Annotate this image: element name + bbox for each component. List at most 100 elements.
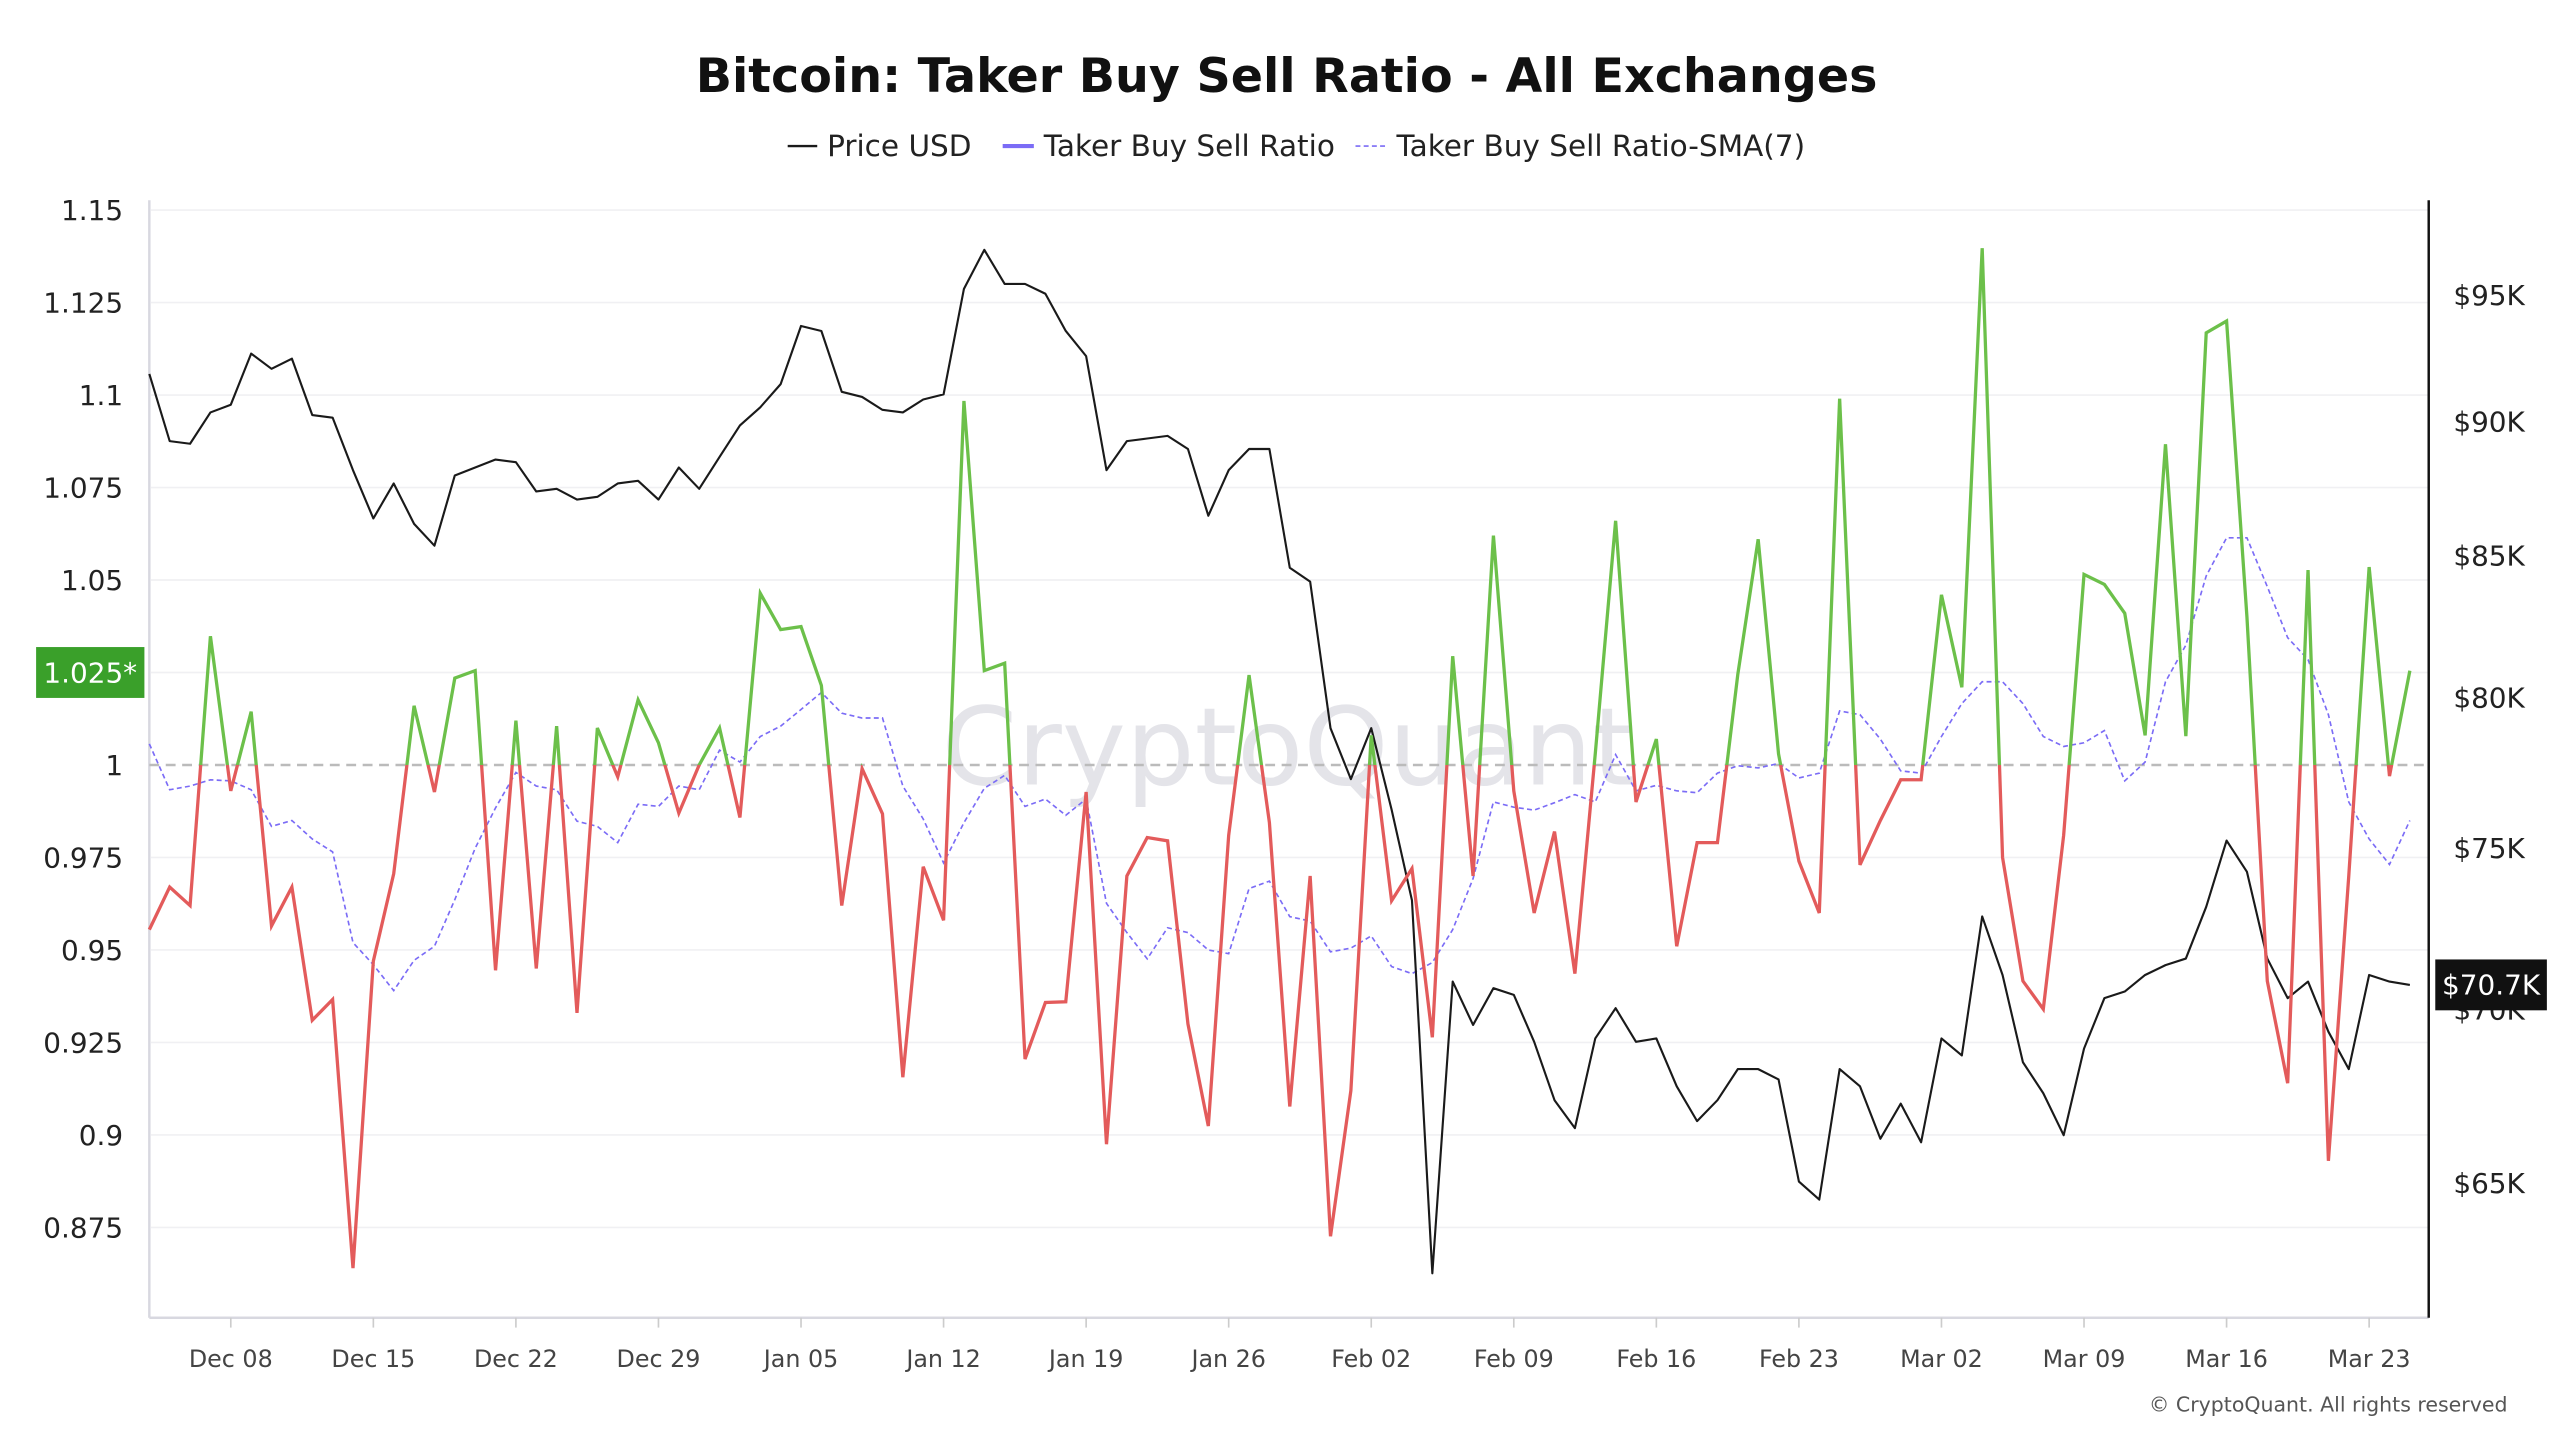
data-point-price[interactable]	[796, 321, 806, 331]
data-point-sma7[interactable]	[1814, 768, 1824, 778]
data-point-price[interactable]	[1977, 911, 1987, 921]
data-point-sma7[interactable]	[1040, 794, 1050, 804]
data-point-ratio[interactable]	[2079, 570, 2089, 580]
data-point-price[interactable]	[1957, 1051, 1967, 1061]
data-point-sma7[interactable]	[939, 858, 949, 868]
data-point-ratio[interactable]	[1937, 590, 1947, 600]
data-point-sma7[interactable]	[1122, 928, 1132, 938]
data-point-price[interactable]	[1631, 1037, 1641, 1047]
data-point-price[interactable]	[2262, 954, 2272, 964]
data-point-sma7[interactable]	[674, 781, 684, 791]
data-point-ratio[interactable]	[1061, 997, 1071, 1007]
data-point-price[interactable]	[1651, 1034, 1661, 1044]
data-point-price[interactable]	[1998, 970, 2008, 980]
data-point-sma7[interactable]	[1733, 761, 1743, 771]
data-point-sma7[interactable]	[1163, 923, 1173, 933]
legend-item-sma[interactable]: Taker Buy Sell Ratio-SMA(7)	[1355, 129, 1805, 163]
data-point-ratio[interactable]	[1203, 1121, 1213, 1131]
data-point-sma7[interactable]	[226, 776, 236, 786]
data-point-sma7[interactable]	[715, 745, 725, 755]
data-point-ratio[interactable]	[1896, 775, 1906, 785]
data-point-sma7[interactable]	[1611, 750, 1621, 760]
data-point-ratio[interactable]	[267, 921, 277, 931]
data-point-ratio[interactable]	[2344, 871, 2354, 881]
data-point-ratio[interactable]	[2364, 562, 2374, 572]
data-point-price[interactable]	[2385, 977, 2395, 987]
data-point-ratio[interactable]	[2099, 580, 2109, 590]
data-point-sma7[interactable]	[1000, 770, 1010, 780]
data-point-ratio[interactable]	[1102, 1139, 1112, 1149]
legend-item-price[interactable]: Price USD	[787, 129, 972, 163]
data-point-sma7[interactable]	[1468, 874, 1478, 884]
data-point-sma7[interactable]	[2161, 677, 2171, 687]
data-point-ratio[interactable]	[1753, 534, 1763, 544]
data-point-sma7[interactable]	[2201, 571, 2211, 581]
data-point-ratio[interactable]	[2405, 666, 2415, 676]
data-point-price[interactable]	[857, 392, 867, 402]
data-point-price[interactable]	[1550, 1095, 1560, 1105]
data-point-ratio[interactable]	[1651, 734, 1661, 744]
data-point-sma7[interactable]	[470, 843, 480, 853]
data-point-sma7[interactable]	[1427, 958, 1437, 968]
data-point-sma7[interactable]	[776, 721, 786, 731]
data-point-ratio[interactable]	[1305, 871, 1315, 881]
data-point-price[interactable]	[552, 484, 562, 494]
data-point-price[interactable]	[1672, 1081, 1682, 1091]
data-point-sma7[interactable]	[2059, 742, 2069, 752]
data-point-ratio[interactable]	[1142, 833, 1152, 843]
data-point-sma7[interactable]	[328, 847, 338, 857]
data-point-ratio[interactable]	[878, 809, 888, 819]
data-point-ratio[interactable]	[1611, 516, 1621, 526]
data-point-ratio[interactable]	[918, 862, 928, 872]
data-point-price[interactable]	[694, 484, 704, 494]
data-point-ratio[interactable]	[307, 1015, 317, 1025]
data-point-price[interactable]	[1875, 1134, 1885, 1144]
data-point-ratio[interactable]	[898, 1072, 908, 1082]
data-point-sma7[interactable]	[1692, 788, 1702, 798]
data-point-ratio[interactable]	[1000, 658, 1010, 668]
data-point-price[interactable]	[185, 439, 195, 449]
data-point-ratio[interactable]	[1570, 969, 1580, 979]
data-point-price[interactable]	[1305, 577, 1315, 587]
data-point-ratio[interactable]	[1163, 836, 1173, 846]
data-point-sma7[interactable]	[1183, 928, 1193, 938]
data-point-price[interactable]	[1713, 1095, 1723, 1105]
data-point-sma7[interactable]	[1489, 797, 1499, 807]
data-point-ratio[interactable]	[1020, 1054, 1030, 1064]
data-point-price[interactable]	[368, 514, 378, 524]
data-point-sma7[interactable]	[307, 834, 317, 844]
data-point-sma7[interactable]	[918, 814, 928, 824]
data-point-sma7[interactable]	[1326, 947, 1336, 957]
data-point-ratio[interactable]	[2201, 328, 2211, 338]
data-point-sma7[interactable]	[1203, 945, 1213, 955]
data-point-price[interactable]	[1753, 1064, 1763, 1074]
data-point-ratio[interactable]	[450, 673, 460, 683]
data-point-price[interactable]	[1611, 1003, 1621, 1013]
data-point-sma7[interactable]	[694, 785, 704, 795]
data-point-ratio[interactable]	[1346, 1086, 1356, 1096]
data-point-ratio[interactable]	[206, 631, 216, 641]
data-point-ratio[interactable]	[2161, 439, 2171, 449]
data-point-sma7[interactable]	[1448, 925, 1458, 935]
data-point-price[interactable]	[1040, 289, 1050, 299]
data-point-sma7[interactable]	[816, 688, 826, 698]
data-point-price[interactable]	[2038, 1088, 2048, 1098]
data-point-ratio[interactable]	[613, 772, 623, 782]
data-point-price[interactable]	[776, 379, 786, 389]
data-point-sma7[interactable]	[613, 838, 623, 848]
data-point-ratio[interactable]	[1183, 1019, 1193, 1029]
data-point-price[interactable]	[246, 349, 256, 359]
data-point-price[interactable]	[1122, 436, 1132, 446]
data-point-price[interactable]	[1529, 1037, 1539, 1047]
data-point-sma7[interactable]	[2262, 582, 2272, 592]
data-point-price[interactable]	[531, 487, 541, 497]
data-point-price[interactable]	[1896, 1099, 1906, 1109]
data-point-sma7[interactable]	[2405, 816, 2415, 826]
data-point-sma7[interactable]	[185, 781, 195, 791]
data-point-price[interactable]	[2364, 970, 2374, 980]
data-point-sma7[interactable]	[144, 739, 154, 749]
data-point-price[interactable]	[898, 408, 908, 418]
data-point-sma7[interactable]	[1753, 763, 1763, 773]
data-point-ratio[interactable]	[144, 925, 154, 935]
data-point-sma7[interactable]	[531, 781, 541, 791]
